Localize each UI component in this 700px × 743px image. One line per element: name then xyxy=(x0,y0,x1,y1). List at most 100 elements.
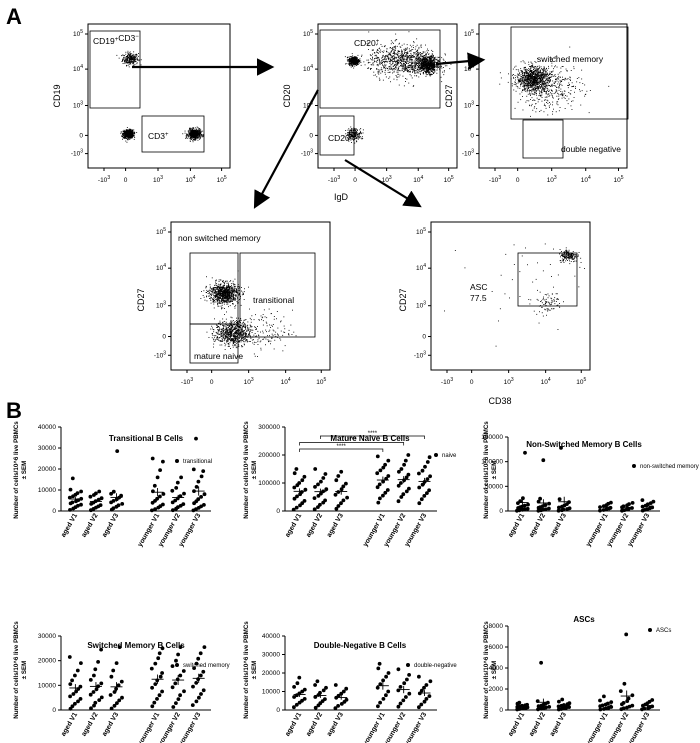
flow-event xyxy=(525,78,527,80)
flow-event xyxy=(414,59,416,61)
flow-event xyxy=(393,70,395,72)
flow-event xyxy=(190,127,192,129)
flow-event xyxy=(386,60,388,62)
flow-event xyxy=(349,65,351,67)
flow-event xyxy=(345,63,346,65)
flow-event xyxy=(549,94,551,96)
flow-event xyxy=(131,58,133,59)
flow-event xyxy=(531,90,533,92)
flow-event xyxy=(526,75,528,77)
flow-event xyxy=(534,80,536,82)
flow-event xyxy=(535,91,537,92)
flow-event xyxy=(415,46,417,48)
flow-event xyxy=(380,62,382,64)
flow-event xyxy=(129,135,131,137)
flow-event xyxy=(524,75,526,77)
flow-event xyxy=(413,56,414,58)
flow-event xyxy=(423,58,424,60)
flow-event xyxy=(524,89,526,91)
flow-event xyxy=(349,59,350,61)
flow-event xyxy=(393,51,395,53)
flow-event xyxy=(525,87,527,89)
flow-event xyxy=(524,78,525,80)
flow-event xyxy=(534,87,536,89)
flow-event xyxy=(536,68,538,70)
gate-label: CD20+ xyxy=(354,38,380,48)
flow-event xyxy=(128,134,130,136)
flow-event xyxy=(130,131,132,133)
flow-event xyxy=(406,53,408,55)
flow-event xyxy=(424,62,426,64)
flow-event xyxy=(419,67,421,69)
flow-event xyxy=(441,57,443,59)
flow-event xyxy=(523,67,525,69)
flow-event xyxy=(551,83,553,85)
flow-event xyxy=(131,61,133,63)
flow-event xyxy=(397,60,398,62)
flow-event xyxy=(127,62,129,63)
flow-event xyxy=(545,92,547,93)
flow-event xyxy=(433,55,434,57)
flow-event xyxy=(370,69,371,70)
flow-event xyxy=(522,75,524,77)
flow-event xyxy=(397,59,399,61)
flow-event xyxy=(424,60,426,62)
flow-event xyxy=(400,70,402,72)
flow-event xyxy=(407,57,409,59)
flow-event xyxy=(195,130,197,131)
gate-2 xyxy=(319,115,355,156)
flow-event xyxy=(189,137,191,139)
flow-event xyxy=(529,92,531,94)
flow-event xyxy=(354,57,356,59)
flow-event xyxy=(413,70,415,72)
flow-event xyxy=(531,79,532,81)
flow-event xyxy=(404,52,405,54)
flow-event xyxy=(545,83,547,85)
flow-event xyxy=(524,78,526,80)
flow-event xyxy=(550,59,552,61)
flow-event xyxy=(405,67,406,69)
flow-event xyxy=(537,72,539,74)
flow-event xyxy=(354,131,356,133)
flow-event xyxy=(428,71,430,73)
flow-event xyxy=(541,79,543,81)
flow-event xyxy=(131,131,133,132)
x-axis-label: IgD xyxy=(334,192,349,202)
flow-event xyxy=(121,61,123,62)
flow-event xyxy=(421,66,423,68)
flow-event xyxy=(199,138,201,139)
flow-event xyxy=(413,47,414,48)
flow-event xyxy=(376,68,378,69)
flow-event xyxy=(416,53,418,55)
flow-event xyxy=(534,83,536,85)
flow-event xyxy=(430,69,432,71)
flow-event xyxy=(123,58,125,60)
flow-event xyxy=(425,71,427,73)
flow-event xyxy=(522,85,524,87)
flow-event xyxy=(397,56,399,58)
flow-event xyxy=(401,50,403,52)
flow-event xyxy=(123,135,125,137)
flow-event xyxy=(414,75,416,77)
flow-event xyxy=(346,57,348,59)
flow-event xyxy=(541,68,543,70)
flow-event xyxy=(440,76,442,78)
flow-event xyxy=(525,77,527,79)
flow-event xyxy=(192,128,194,130)
flow-event xyxy=(349,63,350,65)
flow-event xyxy=(351,59,353,61)
flow-event xyxy=(533,79,534,81)
flow-event xyxy=(390,66,392,68)
flow-event xyxy=(390,51,392,53)
flow-event xyxy=(399,46,401,48)
flow-event xyxy=(536,70,538,72)
flow-event xyxy=(394,50,396,51)
flow-event xyxy=(347,56,349,58)
flow-event xyxy=(373,59,375,61)
flow-event xyxy=(533,72,535,74)
flow-event xyxy=(534,73,536,75)
flow-event xyxy=(530,73,531,75)
flow-event xyxy=(393,56,395,58)
flow-event xyxy=(356,57,358,59)
flow-event xyxy=(546,79,547,81)
